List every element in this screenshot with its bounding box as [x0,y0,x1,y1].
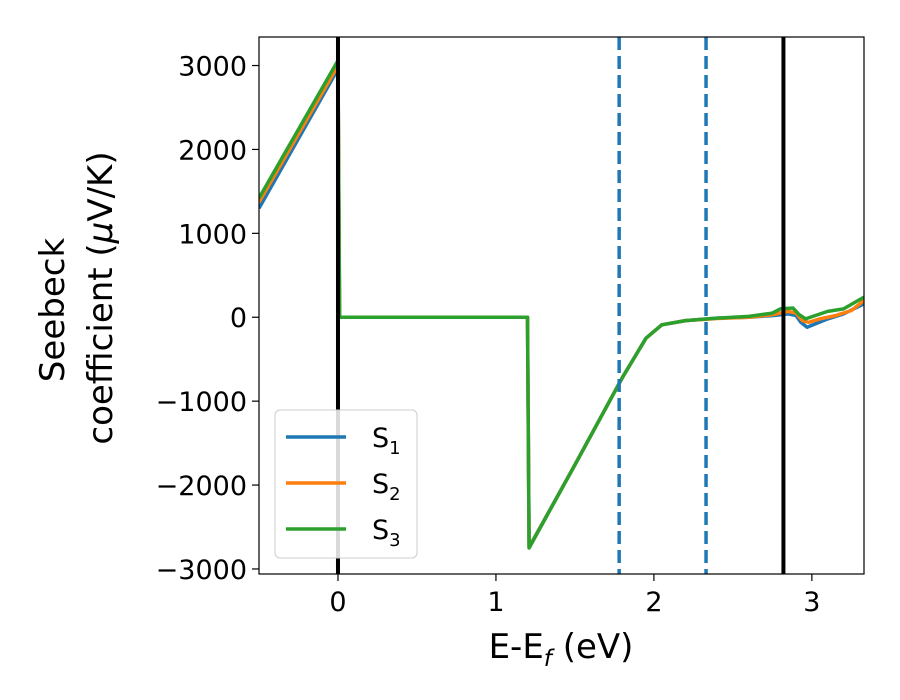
x-tick-label-1: 1 [487,587,504,618]
x-tick-label-3: 3 [803,587,820,618]
y-tick-label-6: −3000 [156,555,247,586]
y-axis-ticks: 3000 2000 1000 0 −1000 −2000 −3000 [156,52,259,586]
y-tick-label-0: 3000 [178,52,247,83]
y-tick-label-2: 1000 [178,219,247,250]
plot-frame [258,36,865,575]
x-tick-label-0: 0 [329,587,346,618]
y-tick-label-4: −1000 [156,387,247,418]
series-line-3 [259,58,864,550]
legend: S1 S2 S3 [274,409,418,559]
x-tick-label-2: 2 [645,587,662,618]
x-axis-title: E-Ef (eV) [489,627,634,672]
legend-label-3: S3 [372,515,401,551]
series-layer [259,58,864,550]
x-axis-title-sub: f [544,646,555,672]
y-tick-label-3: 0 [230,303,247,334]
y-axis-title-line2: coefficient (μV/K) [81,151,121,444]
y-tick-label-5: −2000 [156,471,247,502]
x-axis-ticks: 0 1 2 3 [329,574,820,618]
y-tick-label-1: 2000 [178,135,247,166]
legend-label-1: S1 [372,423,401,459]
y-axis-title: Seebeck coefficient (μV/K) [33,151,121,444]
y-axis-title-line1: Seebeck [33,238,73,383]
legend-label-2: S2 [372,469,401,505]
